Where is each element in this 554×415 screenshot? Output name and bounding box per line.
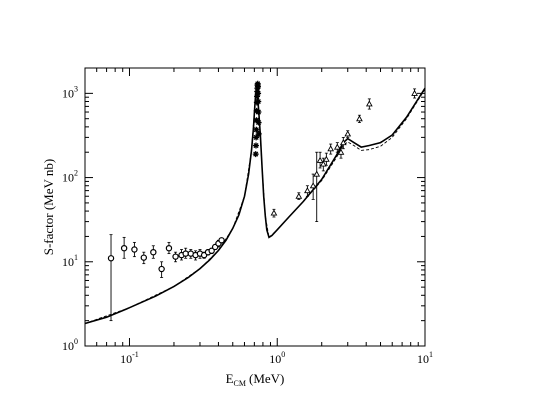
x-axis-label-sub: CM (234, 379, 246, 388)
data-point-star (255, 130, 262, 137)
x-tick-label: 10-1 (120, 350, 139, 366)
x-axis-label-main: E (226, 371, 234, 386)
x-tick-label: 100 (269, 350, 285, 366)
data-point-triangle (270, 209, 278, 216)
x-tick-label-base: 10 (417, 352, 429, 366)
data-point-triangle (322, 155, 330, 162)
data-point-circle (165, 244, 173, 252)
data-point-triangle (365, 100, 373, 107)
data-point-circle (150, 248, 157, 256)
y-tick-label: 102 (62, 169, 78, 185)
y-axis-label: S-factor (MeV nb) (41, 159, 56, 256)
x-tick-label: 101 (417, 350, 433, 366)
data-point-triangle (295, 192, 303, 199)
y-tick-label: 103 (62, 84, 78, 100)
data-point-triangle (333, 143, 341, 150)
data-point-star (253, 126, 260, 133)
model-curve-dashed (84, 88, 426, 324)
x-tick-label-exponent: 1 (429, 350, 433, 359)
data-point-star (253, 134, 260, 141)
data-point-star (255, 119, 262, 126)
data-point-star (255, 90, 262, 97)
y-tick-label-exponent: 3 (74, 84, 78, 93)
data-point-triangle (304, 187, 311, 194)
model-curve-solid (84, 87, 426, 325)
x-tick-label-exponent: -1 (132, 350, 139, 359)
data-point-triangle (411, 89, 418, 96)
y-tick-label: 101 (62, 253, 78, 269)
x-tick-label-base: 10 (269, 352, 281, 366)
data-points (107, 80, 418, 273)
data-point-triangle (313, 170, 321, 177)
data-point-circle (158, 265, 165, 273)
data-point-triangle (356, 115, 363, 122)
data-point-star (254, 93, 261, 100)
data-point-triangle (316, 156, 324, 163)
x-axis-label-unit: (MeV) (249, 371, 284, 386)
data-point-triangle (339, 139, 347, 146)
y-tick-label-base: 10 (62, 86, 74, 100)
data-point-star (255, 109, 262, 116)
data-point-circle (172, 253, 179, 260)
data-point-circle (131, 246, 138, 253)
data-point-star (254, 83, 261, 90)
y-tick-label-base: 10 (62, 255, 74, 269)
data-point-star (252, 142, 259, 149)
y-tick-label: 100 (62, 337, 78, 353)
data-point-triangle (327, 145, 335, 152)
model-curves (84, 87, 426, 325)
data-point-triangle (344, 130, 352, 137)
y-tick-label-base: 10 (62, 339, 74, 353)
data-point-triangle (319, 160, 327, 167)
data-point-star (252, 151, 259, 158)
data-point-triangle (337, 148, 345, 155)
y-tick-label-exponent: 1 (74, 253, 78, 262)
data-point-triangle (309, 182, 317, 189)
data-point-circle (120, 244, 128, 252)
data-point-star (255, 98, 262, 105)
y-tick-label-base: 10 (62, 171, 74, 185)
data-point-star (253, 117, 260, 124)
data-point-circle (218, 237, 225, 244)
data-point-circle (140, 254, 147, 261)
x-axis-label: ECM (MeV) (226, 371, 285, 388)
data-point-circle (208, 247, 215, 255)
error-bars (109, 88, 417, 322)
data-point-circle (107, 255, 115, 262)
y-tick-label-exponent: 2 (74, 169, 78, 178)
x-tick-label-exponent: 0 (281, 350, 285, 359)
x-tick-label-base: 10 (120, 352, 132, 366)
plot-area-frame (84, 67, 426, 347)
data-point-circle (182, 250, 189, 257)
y-tick-label-exponent: 0 (74, 337, 78, 346)
